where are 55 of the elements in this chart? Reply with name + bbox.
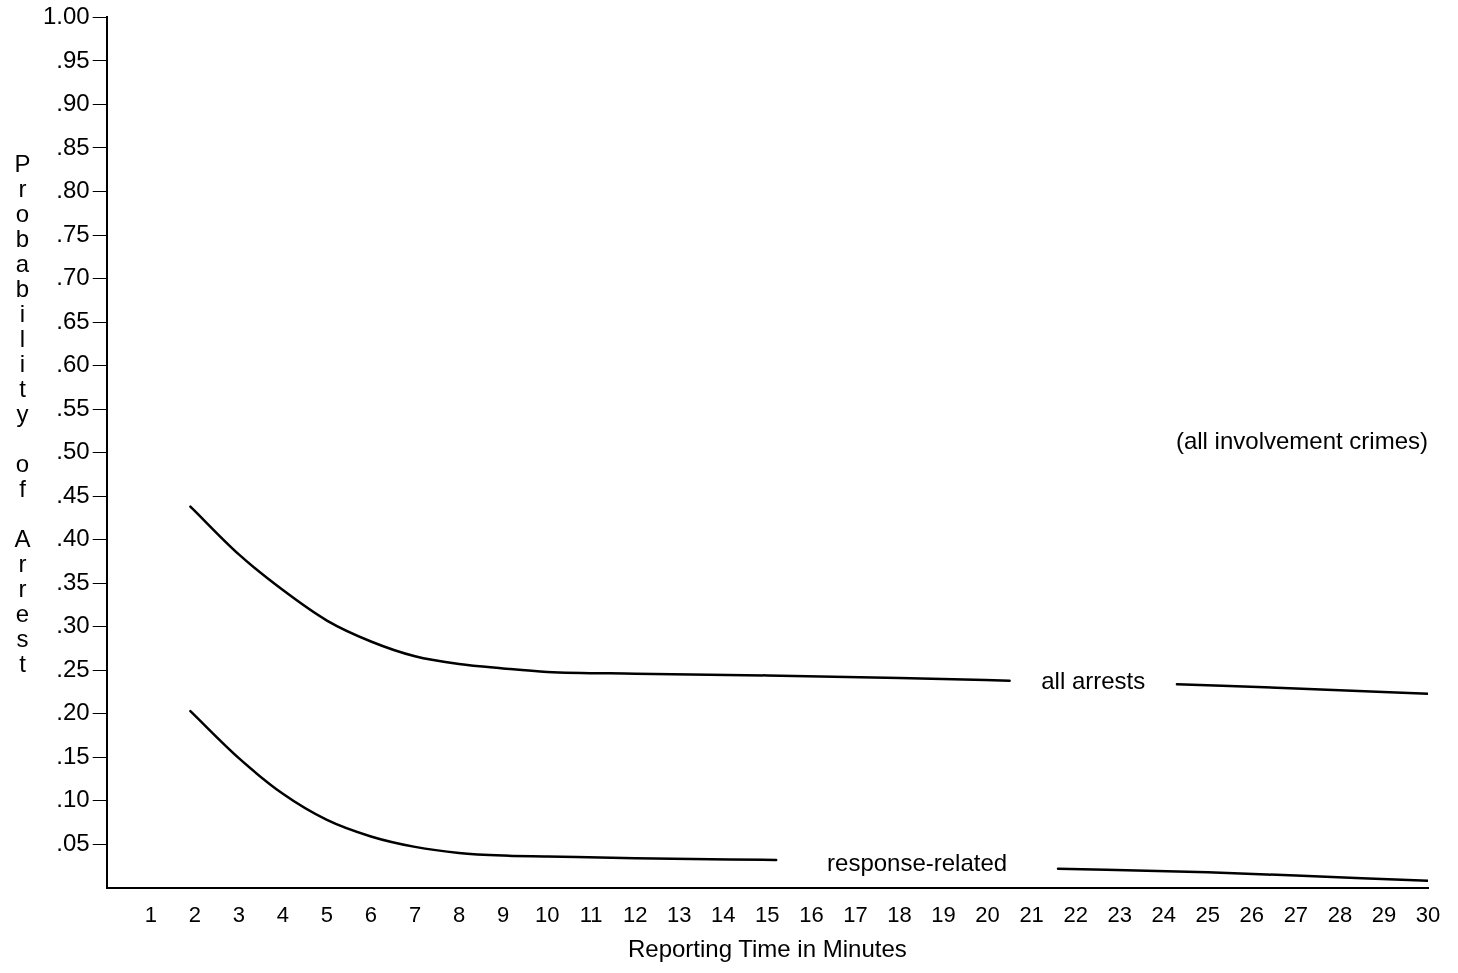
y-tick-label: .15 <box>56 741 90 769</box>
x-tick-label: 26 <box>1239 902 1265 928</box>
y-tick-label: .30 <box>56 611 90 639</box>
y-tick-label: .65 <box>56 306 90 334</box>
y-tick-label: 1.00 <box>42 2 90 30</box>
x-tick-label: 3 <box>232 902 245 928</box>
x-tick-label: 9 <box>496 902 510 928</box>
x-tick-label: 16 <box>799 902 824 928</box>
y-tick-label: .05 <box>56 828 90 856</box>
x-tick-label: 24 <box>1151 902 1176 928</box>
x-axis-title: Reporting Time in Minutes <box>627 935 907 963</box>
x-tick-label: 12 <box>622 902 648 928</box>
y-tick-label: .85 <box>56 132 90 160</box>
y-tick-label: .60 <box>56 350 90 378</box>
x-tick-label: 4 <box>276 902 290 928</box>
x-tick-label: 29 <box>1371 902 1397 928</box>
x-tick-label: 7 <box>408 902 422 928</box>
x-tick-label: 21 <box>1019 902 1044 928</box>
series-label: all arrests <box>1041 667 1146 695</box>
y-tick-label: .45 <box>56 480 90 508</box>
x-tick-label: 19 <box>931 902 956 928</box>
x-tick-label: 18 <box>887 902 912 928</box>
y-tick-label: .75 <box>56 219 90 247</box>
x-tick-label: 23 <box>1107 902 1132 928</box>
x-tick-label: 8 <box>452 902 466 928</box>
y-tick-label: .20 <box>56 698 90 726</box>
x-tick-label: 6 <box>364 902 378 928</box>
x-tick-label: 28 <box>1327 902 1353 928</box>
y-tick-label: .95 <box>56 45 90 73</box>
x-tick-label: 20 <box>975 902 1000 928</box>
y-tick-label: .10 <box>56 785 90 813</box>
x-tick-label: 14 <box>711 902 736 928</box>
x-tick-label: 13 <box>667 902 692 928</box>
annotation: (all involvement crimes) <box>1175 427 1428 455</box>
x-tick-label: 2 <box>188 902 201 928</box>
x-tick-label: 27 <box>1283 902 1309 928</box>
x-tick-label: 30 <box>1415 902 1441 928</box>
x-tick-label: 11 <box>579 902 603 928</box>
y-tick-label: .25 <box>56 654 90 682</box>
y-tick-label: .70 <box>56 263 90 291</box>
x-tick-label: 22 <box>1063 902 1088 928</box>
x-tick-label: 25 <box>1195 902 1221 928</box>
y-tick-label: .50 <box>56 437 90 465</box>
x-tick-label: 15 <box>755 902 780 928</box>
y-tick-label: .90 <box>56 89 90 117</box>
y-tick-label: .55 <box>56 393 90 421</box>
x-tick-label: 10 <box>534 902 560 928</box>
y-tick-label: .80 <box>56 176 90 204</box>
y-axis-title: Probability of Arrest <box>8 150 36 675</box>
y-tick-label: .35 <box>56 567 90 595</box>
text: response-related <box>827 848 1008 876</box>
y-tick-label: .40 <box>56 524 90 552</box>
x-tick-label: 5 <box>320 902 334 928</box>
x-tick-label: 1 <box>144 902 157 928</box>
x-tick-label: 17 <box>843 902 868 928</box>
